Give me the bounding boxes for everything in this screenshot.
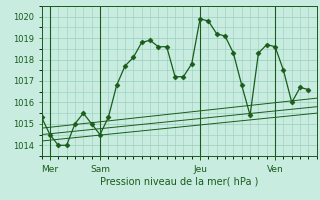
X-axis label: Pression niveau de la mer( hPa ): Pression niveau de la mer( hPa ) — [100, 177, 258, 187]
